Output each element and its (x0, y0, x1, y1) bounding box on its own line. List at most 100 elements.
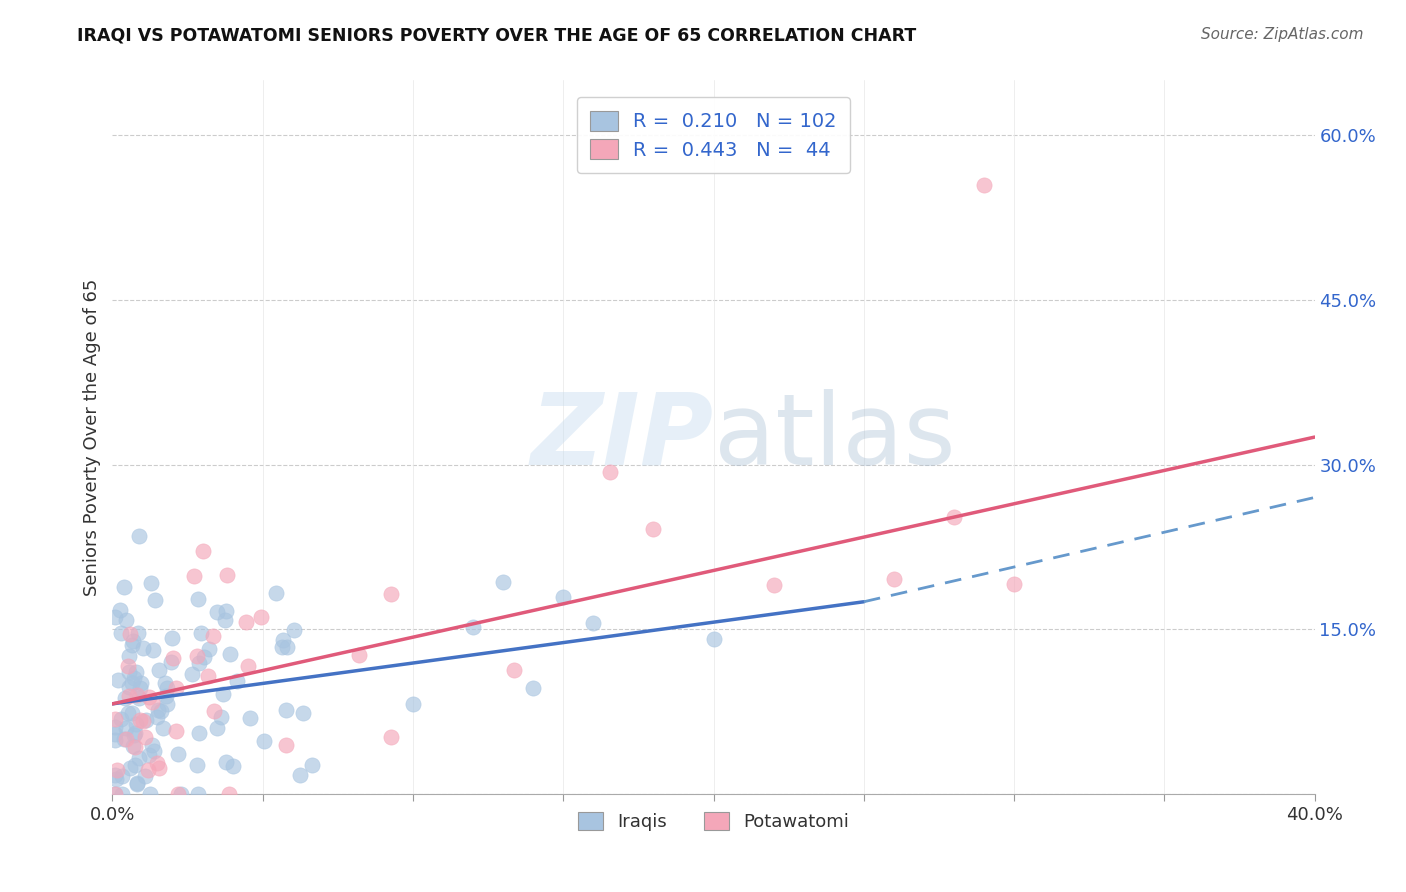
Point (118, 689, 141, 703)
Point (214, 604, 236, 618)
Point (135, 714, 157, 728)
Point (118, 761, 141, 775)
Point (553, 590, 575, 604)
Point (166, 787, 188, 801)
Point (145, 592, 167, 607)
Point (146, 756, 169, 770)
Point (150, 704, 173, 718)
Point (169, 787, 191, 801)
Point (118, 665, 141, 680)
Point (104, 767, 127, 781)
Point (114, 691, 136, 706)
Point (139, 787, 162, 801)
Text: IRAQI VS POTAWATOMI SENIORS POVERTY OVER THE AGE OF 65 CORRELATION CHART: IRAQI VS POTAWATOMI SENIORS POVERTY OVER… (77, 27, 917, 45)
Point (643, 522, 665, 536)
Point (108, 603, 131, 617)
Point (112, 580, 135, 594)
Point (283, 623, 305, 637)
Point (188, 725, 211, 739)
Point (118, 680, 141, 694)
Point (762, 578, 785, 592)
Point (290, 768, 312, 782)
Point (132, 640, 155, 655)
Point (207, 605, 229, 619)
Point (205, 721, 228, 735)
Point (120, 627, 142, 641)
Point (380, 730, 402, 744)
Point (201, 629, 224, 643)
Point (276, 640, 298, 654)
Point (301, 758, 323, 772)
Point (136, 763, 159, 777)
Point (129, 713, 152, 727)
Point (111, 787, 134, 801)
Point (193, 649, 215, 664)
Point (104, 787, 127, 801)
Point (402, 697, 425, 711)
Point (111, 769, 134, 783)
Point (943, 510, 966, 524)
Point (117, 706, 139, 720)
Point (209, 710, 232, 724)
Point (124, 726, 146, 740)
Point (104, 609, 127, 624)
Point (128, 751, 150, 765)
Point (186, 649, 208, 664)
Point (121, 634, 143, 648)
Point (165, 681, 187, 696)
Point (271, 633, 294, 648)
Point (148, 663, 170, 677)
Point (253, 733, 276, 747)
Point (167, 747, 190, 762)
Point (156, 681, 179, 696)
Point (125, 776, 148, 790)
Point (118, 648, 141, 663)
Point (129, 676, 152, 690)
Point (222, 758, 245, 772)
Point (239, 711, 262, 725)
Point (883, 572, 905, 586)
Point (218, 787, 240, 801)
Point (599, 465, 621, 479)
Point (125, 665, 148, 679)
Point (187, 787, 209, 801)
Point (121, 706, 143, 721)
Point (347, 648, 370, 662)
Point (522, 681, 544, 696)
Point (215, 755, 238, 769)
Point (110, 712, 132, 726)
Point (1002, 577, 1025, 591)
Point (104, 733, 127, 747)
Point (114, 722, 136, 736)
Point (115, 613, 138, 627)
Point (138, 748, 160, 763)
Point (197, 669, 219, 683)
Point (107, 673, 129, 688)
Point (124, 716, 146, 731)
Point (122, 739, 145, 753)
Point (141, 739, 163, 753)
Point (212, 688, 235, 702)
Point (148, 761, 170, 775)
Point (214, 613, 236, 627)
Point (121, 639, 143, 653)
Point (215, 567, 238, 582)
Point (124, 758, 146, 772)
Point (110, 626, 132, 640)
Point (121, 676, 143, 690)
Point (105, 763, 128, 777)
Point (973, 178, 995, 192)
Point (582, 616, 605, 631)
Text: Source: ZipAtlas.com: Source: ZipAtlas.com (1201, 27, 1364, 42)
Point (124, 739, 146, 754)
Point (122, 671, 145, 685)
Point (276, 703, 298, 717)
Point (186, 758, 208, 772)
Point (128, 529, 150, 543)
Text: atlas: atlas (714, 389, 955, 485)
Point (115, 732, 138, 747)
Y-axis label: Seniors Poverty Over the Age of 65: Seniors Poverty Over the Age of 65 (83, 278, 101, 596)
Point (249, 609, 271, 624)
Point (127, 626, 149, 640)
Point (132, 714, 155, 728)
